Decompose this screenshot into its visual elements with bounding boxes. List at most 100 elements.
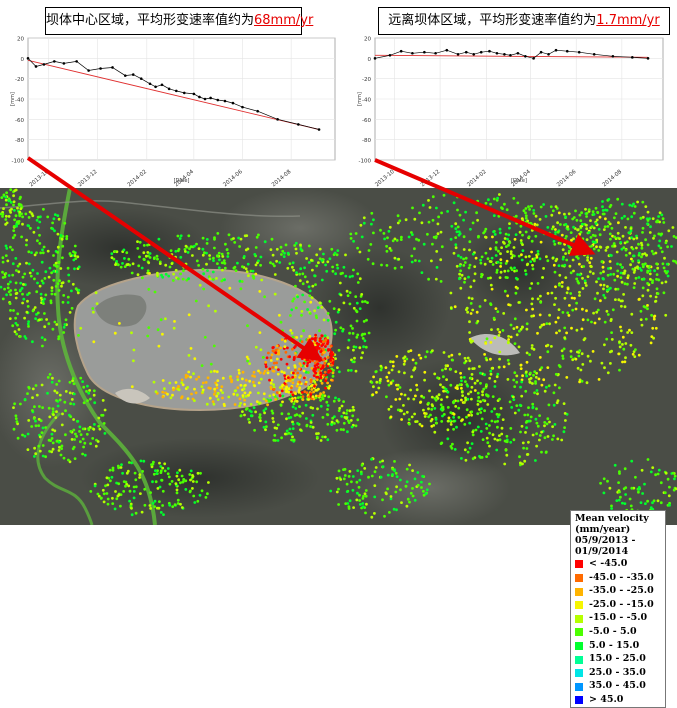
velocity-point	[610, 331, 613, 334]
velocity-point	[436, 232, 440, 236]
velocity-point	[530, 239, 534, 243]
velocity-point	[254, 246, 258, 249]
data-point	[216, 98, 220, 102]
velocity-point	[43, 297, 46, 301]
velocity-point	[263, 411, 266, 415]
velocity-point	[461, 394, 464, 397]
velocity-point	[419, 356, 423, 360]
velocity-point	[272, 420, 275, 424]
data-point	[160, 83, 164, 87]
velocity-point	[23, 398, 27, 401]
velocity-point	[468, 421, 472, 425]
velocity-point	[672, 488, 676, 492]
velocity-point	[656, 499, 660, 503]
velocity-point	[290, 331, 294, 335]
velocity-point	[519, 363, 523, 367]
velocity-point	[520, 394, 524, 398]
velocity-point	[489, 303, 493, 306]
velocity-point	[395, 475, 399, 478]
velocity-point	[402, 404, 405, 407]
velocity-point	[634, 266, 637, 270]
velocity-point	[470, 413, 473, 417]
velocity-point	[458, 213, 462, 217]
velocity-point	[620, 202, 624, 206]
velocity-point	[347, 507, 351, 510]
velocity-point	[286, 346, 289, 350]
velocity-point	[36, 281, 39, 285]
velocity-point	[54, 285, 58, 288]
velocity-point	[493, 407, 496, 411]
velocity-point	[361, 300, 364, 304]
velocity-point	[536, 424, 540, 428]
velocity-point	[545, 255, 548, 259]
velocity-point	[414, 361, 418, 365]
velocity-point	[303, 266, 306, 270]
data-point	[503, 52, 506, 56]
velocity-point	[467, 392, 470, 396]
velocity-point	[484, 422, 488, 426]
velocity-point	[396, 408, 400, 412]
velocity-point	[538, 434, 542, 437]
velocity-point	[345, 409, 349, 412]
velocity-point	[180, 506, 184, 509]
velocity-point	[409, 491, 413, 495]
velocity-point	[526, 413, 530, 417]
velocity-point	[460, 379, 463, 383]
velocity-point	[637, 298, 641, 301]
velocity-point	[560, 285, 564, 288]
velocity-point	[254, 410, 257, 414]
velocity-point	[48, 449, 51, 453]
velocity-point	[520, 258, 524, 262]
velocity-point	[324, 386, 327, 390]
velocity-point	[472, 279, 476, 283]
data-point	[182, 91, 186, 95]
velocity-point	[663, 256, 666, 260]
velocity-point	[167, 274, 171, 278]
velocity-point	[57, 379, 61, 383]
data-point	[175, 89, 178, 93]
velocity-point	[449, 306, 453, 310]
velocity-point	[36, 311, 40, 315]
velocity-point	[292, 268, 296, 272]
velocity-point	[515, 374, 519, 378]
velocity-point	[599, 481, 602, 485]
velocity-point	[624, 356, 627, 360]
velocity-point	[400, 501, 403, 504]
velocity-point	[613, 244, 617, 248]
velocity-point	[637, 242, 640, 246]
velocity-point	[177, 277, 180, 281]
velocity-point	[465, 408, 469, 412]
velocity-point	[299, 364, 303, 367]
velocity-point	[432, 235, 436, 239]
velocity-point	[233, 403, 237, 406]
velocity-point	[513, 342, 517, 345]
velocity-point	[34, 424, 38, 428]
velocity-point	[657, 468, 661, 472]
velocity-point	[326, 340, 330, 344]
velocity-point	[584, 284, 588, 287]
velocity-point	[335, 490, 339, 494]
velocity-point	[608, 486, 612, 490]
x-tick-label: 2013-10	[374, 169, 396, 188]
velocity-point	[360, 356, 363, 360]
velocity-point	[168, 381, 172, 385]
velocity-point	[60, 447, 63, 450]
velocity-point	[298, 405, 301, 408]
velocity-point	[25, 243, 28, 247]
legend-swatch	[575, 682, 583, 691]
velocity-point	[398, 386, 402, 389]
velocity-point	[2, 193, 6, 197]
velocity-point	[613, 278, 617, 282]
velocity-point	[292, 402, 296, 406]
velocity-point	[364, 494, 368, 498]
velocity-point	[310, 337, 314, 341]
velocity-point	[168, 503, 172, 507]
velocity-point	[610, 349, 613, 353]
velocity-point	[4, 218, 8, 221]
velocity-point	[289, 314, 292, 317]
velocity-point	[182, 269, 185, 273]
velocity-point	[93, 484, 97, 488]
velocity-point	[512, 246, 516, 249]
velocity-point	[657, 232, 661, 236]
velocity-point	[585, 238, 589, 241]
